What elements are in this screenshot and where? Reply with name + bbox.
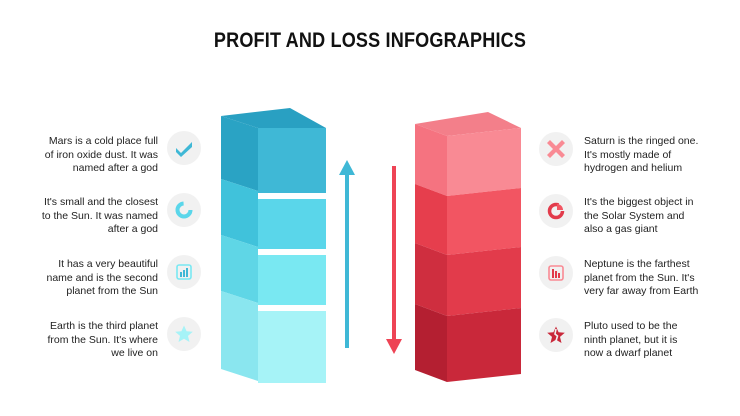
right-item-2: It's the biggest object in the Solar Sys… xyxy=(584,196,694,235)
up-arrow xyxy=(339,160,355,348)
left-item-2: It's small and the closest to the Sun. I… xyxy=(41,196,158,235)
right-item-3: Neptune is the farthest planet from the … xyxy=(584,258,699,297)
profit-segment-4-front xyxy=(258,311,326,383)
loss-segment-4-front xyxy=(447,308,521,382)
profit-top-face xyxy=(221,108,326,128)
profit-segment-1-front xyxy=(258,128,326,193)
star-icon xyxy=(167,317,201,351)
loss-segment-3-front xyxy=(447,247,521,316)
loss-segment-3-side xyxy=(415,243,447,316)
donut-chart-icon xyxy=(167,193,201,227)
left-item-3: It has a very beautiful name and is the … xyxy=(46,258,159,297)
loss-segment-4-side xyxy=(415,304,447,382)
down-arrow xyxy=(386,166,402,354)
left-item-1: Mars is a cold place full of iron oxide … xyxy=(44,135,158,174)
profit-segment-1-side xyxy=(221,116,258,191)
profit-segment-3-front xyxy=(258,255,326,305)
loss-segment-1-front xyxy=(447,128,521,196)
loss-top-face xyxy=(415,112,521,136)
profit-segment-3-side xyxy=(221,235,258,303)
pie-chart-icon xyxy=(539,194,573,228)
right-item-1: Saturn is the ringed one. It's mostly ma… xyxy=(584,135,699,174)
loss-tower xyxy=(415,112,521,382)
loss-segment-2-side xyxy=(415,184,447,255)
right-item-4: Pluto used to be the ninth planet, but i… xyxy=(584,320,678,359)
profit-tower xyxy=(221,108,326,383)
page-title: PROFIT AND LOSS INFOGRAPHICS xyxy=(213,29,527,52)
profit-segment-4-side xyxy=(221,291,258,381)
check-icon xyxy=(167,131,201,165)
bar-chart-down-icon xyxy=(539,256,573,290)
loss-segment-2-front xyxy=(447,188,521,255)
broken-star-icon xyxy=(539,318,573,352)
bar-chart-up-icon xyxy=(167,255,201,289)
cross-icon xyxy=(539,132,573,166)
loss-segment-1-side xyxy=(415,124,447,196)
profit-segment-2-side xyxy=(221,179,258,247)
profit-segment-2-front xyxy=(258,199,326,249)
left-item-4: Earth is the third planet from the Sun. … xyxy=(47,320,158,359)
